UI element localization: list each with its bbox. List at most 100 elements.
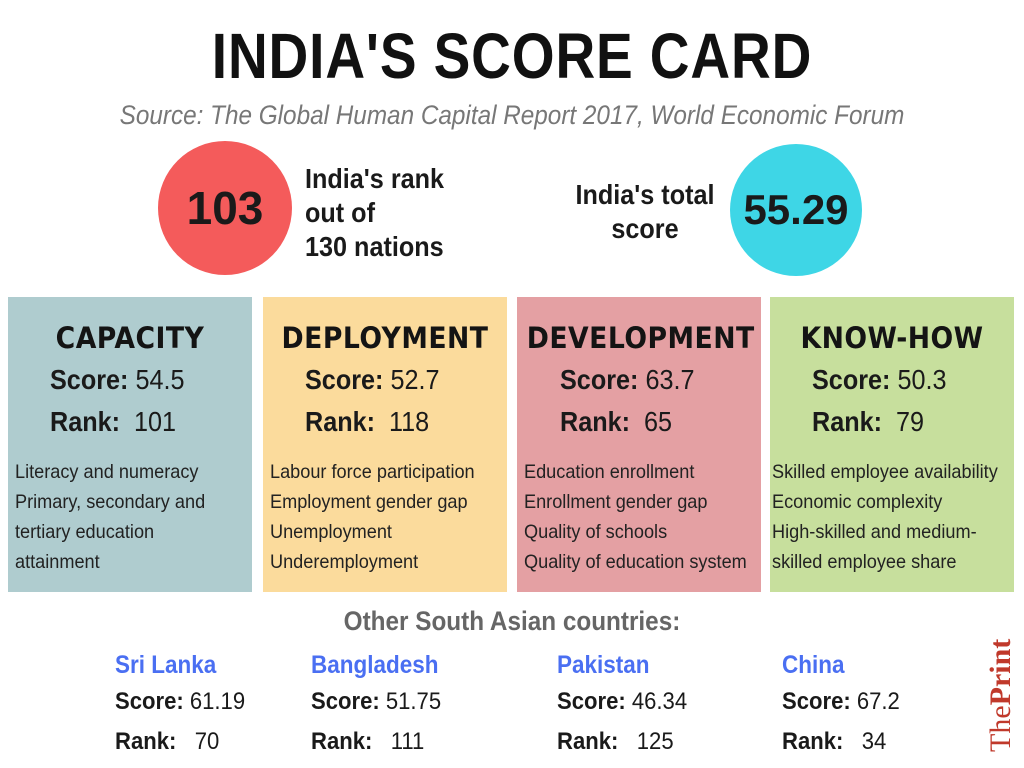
country-name: Pakistan bbox=[557, 651, 650, 679]
rank-value: 79 bbox=[896, 406, 925, 437]
category-items: Education enrollment Enrollment gender g… bbox=[524, 457, 747, 577]
rank-circle: 103 bbox=[158, 141, 292, 275]
country-name: China bbox=[782, 651, 845, 679]
category-score: Score: 54.5 bbox=[50, 363, 184, 397]
category-score: Score: 52.7 bbox=[305, 363, 439, 397]
score-value: 61.19 bbox=[189, 688, 246, 715]
total-score-label: India's total score bbox=[569, 178, 722, 246]
rank-label: Rank: bbox=[115, 728, 177, 755]
category-box-capacity: CAPACITY Score: 54.5 Rank: 101 Literacy … bbox=[8, 297, 252, 592]
category-item: Quality of education system bbox=[524, 551, 747, 573]
score-value: 52.7 bbox=[390, 364, 440, 395]
category-item: Quality of schools bbox=[524, 521, 668, 543]
category-title: DEVELOPMENT bbox=[526, 321, 755, 355]
category-score: Score: 63.7 bbox=[560, 363, 694, 397]
brand-logo: ThePrint bbox=[984, 638, 1017, 752]
score-value: 51.75 bbox=[385, 688, 442, 715]
rank-label-line: 130 nations bbox=[305, 231, 444, 262]
rank-value: 103 bbox=[186, 182, 264, 234]
country-score: Score: 67.2 bbox=[782, 682, 966, 722]
rank-label: Rank: bbox=[557, 728, 619, 755]
category-item: Enrollment gender gap bbox=[524, 491, 708, 513]
category-box-development: DEVELOPMENT Score: 63.7 Rank: 65 Educati… bbox=[517, 297, 761, 592]
country-score: Score: 61.19 bbox=[115, 682, 299, 722]
rank-value: 111 bbox=[390, 728, 425, 755]
country-rank: Rank: 34 bbox=[782, 722, 966, 762]
category-rank: Rank: 118 bbox=[305, 405, 429, 439]
category-title: KNOW-HOW bbox=[800, 321, 984, 355]
score-label: Score: bbox=[115, 688, 184, 715]
country-bangladesh: Bangladesh Score: 51.75 Rank: 111 bbox=[311, 648, 511, 762]
score-value: 46.34 bbox=[631, 688, 688, 715]
category-rank: Rank: 101 bbox=[50, 405, 176, 439]
score-value: 50.3 bbox=[897, 364, 947, 395]
category-item: Education enrollment bbox=[524, 461, 695, 483]
score-label: Score: bbox=[560, 364, 639, 395]
score-label: Score: bbox=[50, 364, 129, 395]
source-text: Source: The Global Human Capital Report … bbox=[119, 100, 905, 130]
total-score-value: 55.29 bbox=[743, 186, 849, 233]
rank-value: 65 bbox=[644, 406, 673, 437]
total-score-label-line: India's total bbox=[575, 179, 715, 210]
category-score: Score: 50.3 bbox=[812, 363, 946, 397]
category-item: Literacy and numeracy bbox=[15, 461, 199, 483]
rank-label: Rank: bbox=[560, 406, 631, 437]
score-value: 63.7 bbox=[645, 364, 695, 395]
category-items: Literacy and numeracy Primary, secondary… bbox=[15, 457, 234, 577]
rank-value: 34 bbox=[861, 728, 887, 755]
rank-label: Rank: bbox=[50, 406, 121, 437]
country-rank: Rank: 125 bbox=[557, 722, 741, 762]
category-item: High-skilled and medium- bbox=[772, 521, 977, 543]
country-sri-lanka: Sri Lanka Score: 61.19 Rank: 70 bbox=[115, 648, 315, 762]
country-rank: Rank: 111 bbox=[311, 722, 495, 762]
page-title: INDIA'S SCORE CARD bbox=[211, 20, 813, 92]
category-box-deployment: DEPLOYMENT Score: 52.7 Rank: 118 Labour … bbox=[263, 297, 507, 592]
score-label: Score: bbox=[311, 688, 380, 715]
category-item: Labour force participation bbox=[270, 461, 475, 483]
country-name: Bangladesh bbox=[311, 651, 439, 679]
category-item: attainment bbox=[15, 551, 100, 573]
category-item: Skilled employee availability bbox=[772, 461, 998, 483]
rank-label: India's rank out of 130 nations bbox=[305, 162, 485, 264]
country-score: Score: 46.34 bbox=[557, 682, 741, 722]
rank-label-line: out of bbox=[305, 197, 375, 228]
score-value: 67.2 bbox=[856, 688, 900, 715]
category-rank: Rank: 79 bbox=[812, 405, 924, 439]
rank-label-line: India's rank bbox=[305, 163, 445, 194]
category-title: CAPACITY bbox=[55, 321, 205, 355]
rank-value: 118 bbox=[389, 406, 430, 437]
category-item: Employment gender gap bbox=[270, 491, 468, 513]
category-items: Labour force participation Employment ge… bbox=[270, 457, 489, 577]
score-label: Score: bbox=[305, 364, 384, 395]
category-item: tertiary education bbox=[15, 521, 155, 543]
category-title: DEPLOYMENT bbox=[281, 321, 489, 355]
score-label: Score: bbox=[782, 688, 851, 715]
category-item: Underemployment bbox=[270, 551, 419, 573]
country-china: China Score: 67.2 Rank: 34 bbox=[782, 648, 982, 762]
country-score: Score: 51.75 bbox=[311, 682, 495, 722]
country-rank: Rank: 70 bbox=[115, 722, 299, 762]
category-item: Unemployment bbox=[270, 521, 392, 543]
rank-label: Rank: bbox=[305, 406, 376, 437]
category-item: Primary, secondary and bbox=[15, 491, 206, 513]
brand-part1: The bbox=[984, 705, 1017, 752]
rank-value: 101 bbox=[134, 406, 177, 437]
score-label: Score: bbox=[812, 364, 891, 395]
total-score-circle: 55.29 bbox=[730, 144, 862, 276]
rank-label: Rank: bbox=[812, 406, 883, 437]
country-pakistan: Pakistan Score: 46.34 Rank: 125 bbox=[557, 648, 757, 762]
rank-label: Rank: bbox=[311, 728, 373, 755]
score-value: 54.5 bbox=[135, 364, 185, 395]
category-box-know-how: KNOW-HOW Score: 50.3 Rank: 79 Skilled em… bbox=[770, 297, 1014, 592]
score-label: Score: bbox=[557, 688, 626, 715]
brand-part2: Print bbox=[984, 638, 1017, 706]
total-score-label-line: score bbox=[611, 213, 679, 244]
rank-value: 70 bbox=[194, 728, 220, 755]
category-item: skilled employee share bbox=[772, 551, 957, 573]
country-name: Sri Lanka bbox=[115, 651, 217, 679]
category-rank: Rank: 65 bbox=[560, 405, 672, 439]
other-countries-title: Other South Asian countries: bbox=[343, 606, 681, 636]
category-items: Skilled employee availability Economic c… bbox=[772, 457, 998, 577]
category-item: Economic complexity bbox=[772, 491, 943, 513]
rank-label: Rank: bbox=[782, 728, 844, 755]
